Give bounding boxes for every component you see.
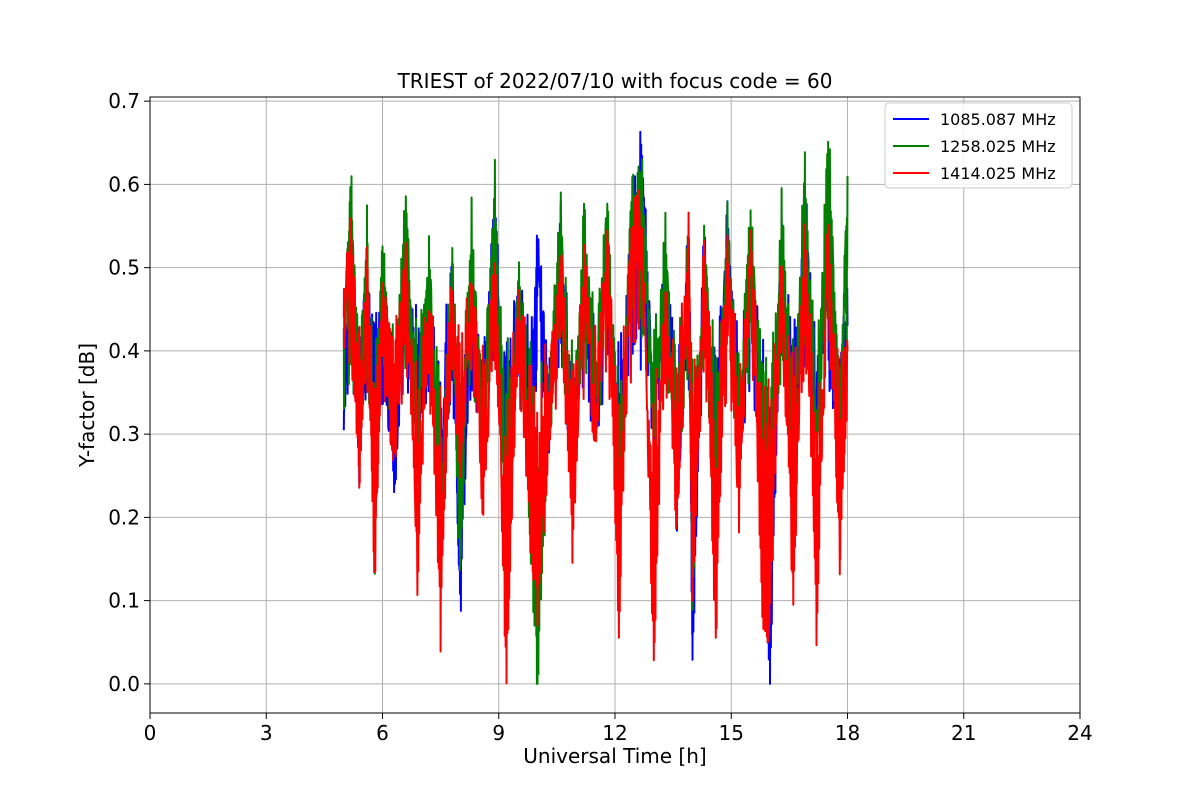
y-tick-label: 0.2 [108, 505, 140, 529]
y-tick-label: 0.5 [108, 256, 140, 280]
x-tick-label: 6 [376, 721, 389, 745]
x-tick-label: 3 [260, 721, 273, 745]
y-tick-label: 0.6 [108, 172, 140, 196]
x-tick-label: 15 [719, 721, 744, 745]
legend-label-2: 1258.025 MHz [940, 137, 1056, 156]
legend: 1085.087 MHz 1258.025 MHz 1414.025 MHz [884, 102, 1073, 189]
y-tick-label: 0.1 [108, 589, 140, 613]
series-line-3 [342, 189, 849, 685]
y-tick-label: 0.3 [108, 422, 140, 446]
series-layer [342, 130, 849, 685]
legend-label-3: 1414.025 MHz [940, 164, 1056, 183]
y-tick-label: 0.0 [108, 672, 140, 696]
legend-label-1: 1085.087 MHz [940, 110, 1056, 129]
ticks: 0 3 6 9 12 15 18 21 24 0.0 0.1 0.2 0.3 0.4 0.5 0.6 0.7 [108, 89, 1093, 745]
y-tick-label: 0.4 [108, 339, 140, 363]
x-tick-label: 24 [1067, 721, 1092, 745]
x-tick-label: 9 [492, 721, 505, 745]
x-axis-label: Universal Time [h] [523, 744, 706, 768]
chart-title: TRIEST of 2022/07/10 with focus code = 6… [397, 69, 833, 93]
x-tick-label: 18 [835, 721, 860, 745]
y-axis-label: Y-factor [dB] [75, 343, 99, 468]
x-tick-label: 0 [144, 721, 157, 745]
legend-box [884, 102, 1073, 189]
y-tick-label: 0.7 [108, 89, 140, 113]
x-tick-label: 12 [602, 721, 627, 745]
x-tick-label: 21 [951, 721, 976, 745]
